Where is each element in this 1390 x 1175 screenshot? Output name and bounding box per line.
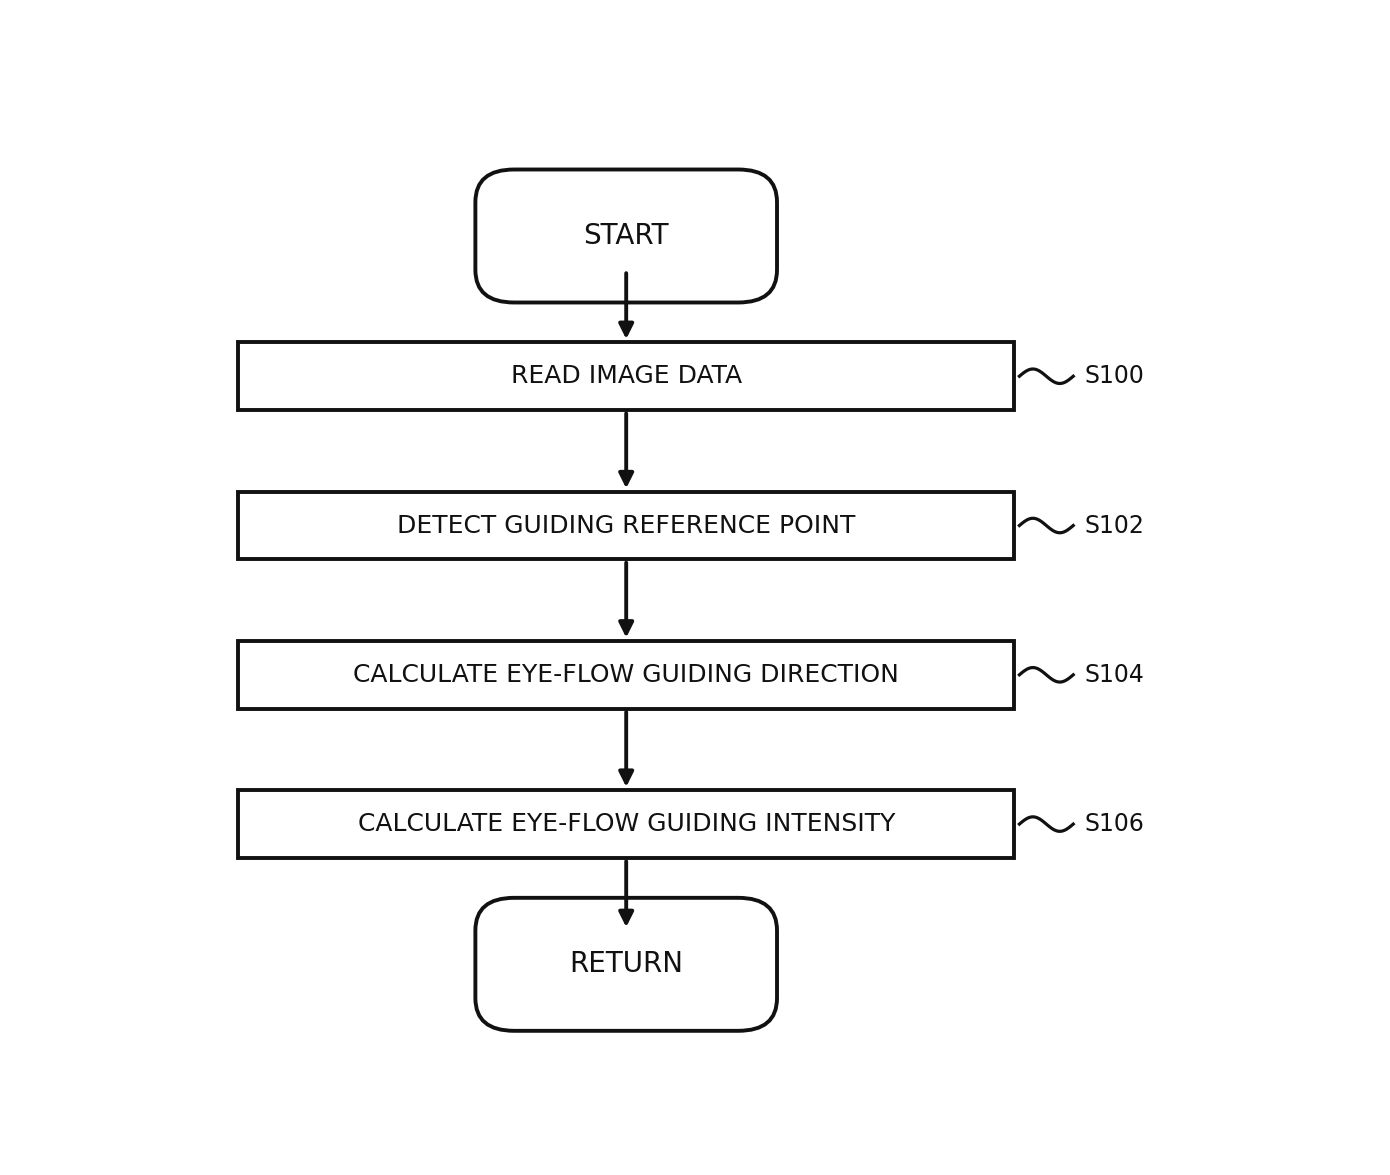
Text: DETECT GUIDING REFERENCE POINT: DETECT GUIDING REFERENCE POINT: [398, 513, 855, 537]
FancyBboxPatch shape: [475, 898, 777, 1030]
Text: READ IMAGE DATA: READ IMAGE DATA: [510, 364, 742, 388]
FancyBboxPatch shape: [475, 169, 777, 302]
FancyBboxPatch shape: [239, 491, 1015, 559]
Text: S102: S102: [1084, 513, 1144, 537]
FancyBboxPatch shape: [239, 790, 1015, 858]
Text: S104: S104: [1084, 663, 1144, 687]
Text: S100: S100: [1084, 364, 1144, 388]
Text: RETURN: RETURN: [569, 951, 684, 979]
Text: START: START: [584, 222, 669, 250]
FancyBboxPatch shape: [239, 342, 1015, 410]
FancyBboxPatch shape: [239, 640, 1015, 709]
Text: CALCULATE EYE-FLOW GUIDING DIRECTION: CALCULATE EYE-FLOW GUIDING DIRECTION: [353, 663, 899, 687]
Text: S106: S106: [1084, 812, 1144, 837]
Text: CALCULATE EYE-FLOW GUIDING INTENSITY: CALCULATE EYE-FLOW GUIDING INTENSITY: [357, 812, 895, 837]
